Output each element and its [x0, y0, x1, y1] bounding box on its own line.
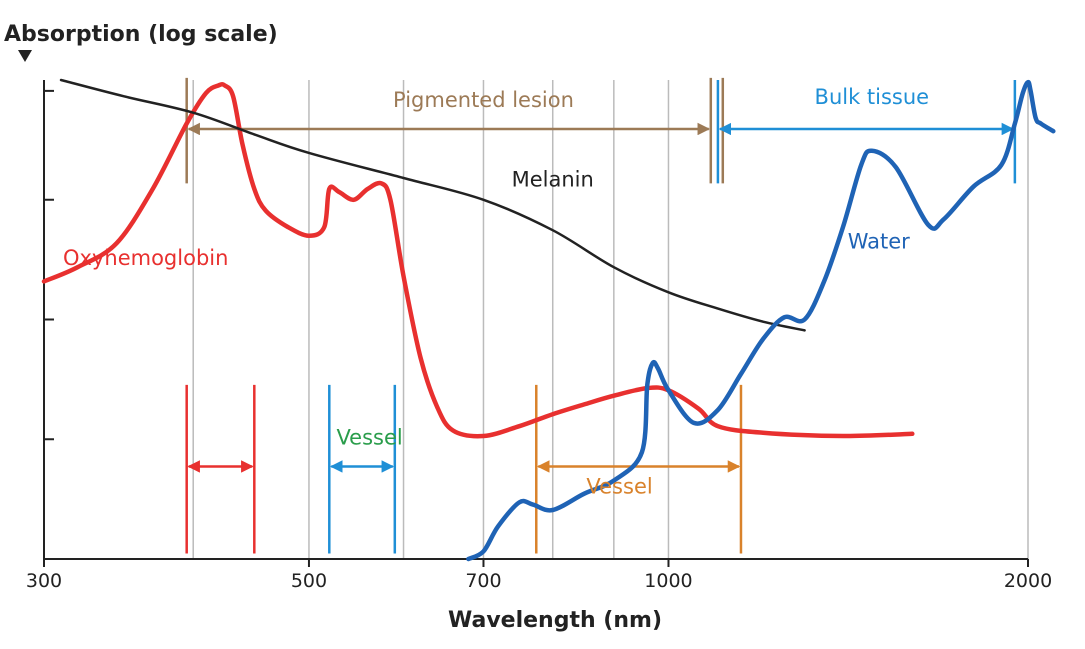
range-vessel-blue [328, 384, 397, 554]
series-line-melanin [59, 78, 806, 332]
series-lines [41, 78, 1056, 562]
series-line-water [466, 79, 1056, 562]
annotation-water-2: Water [848, 230, 910, 254]
annotation-pigmented-lesion-3: Pigmented lesion [393, 88, 574, 112]
range-red-range [185, 384, 256, 554]
annotation-oxyhemoglobin-0: Oxyhemoglobin [63, 246, 228, 270]
x-axis-title: Wavelength (nm) [448, 608, 662, 633]
x-tick-label-700: 700 [465, 570, 501, 592]
series-annotations: Oxyhemoglobin Melanin Water Pigmented lesio… [63, 85, 929, 499]
x-tick-label-1000: 1000 [644, 570, 692, 592]
y-axis-title: Absorption (log scale) [4, 22, 278, 47]
x-axis-ticks: 300 500 700 1000 2000 [26, 559, 1052, 592]
annotation-bulk-tissue-4: Bulk tissue [815, 85, 930, 109]
annotation-melanin-1: Melanin [512, 168, 594, 192]
x-tick-label-2000: 2000 [1004, 570, 1052, 592]
range-vessel-orange [535, 384, 743, 554]
gridlines [192, 80, 1029, 559]
annotation-vessel-6: Vessel [586, 475, 652, 499]
x-tick-label-300: 300 [26, 570, 62, 592]
y-axis-ticks [44, 89, 54, 441]
y-axis-arrow-icon [18, 50, 32, 62]
x-tick-label-500: 500 [291, 570, 327, 592]
annotation-vessel-5: Vessel [336, 426, 402, 450]
